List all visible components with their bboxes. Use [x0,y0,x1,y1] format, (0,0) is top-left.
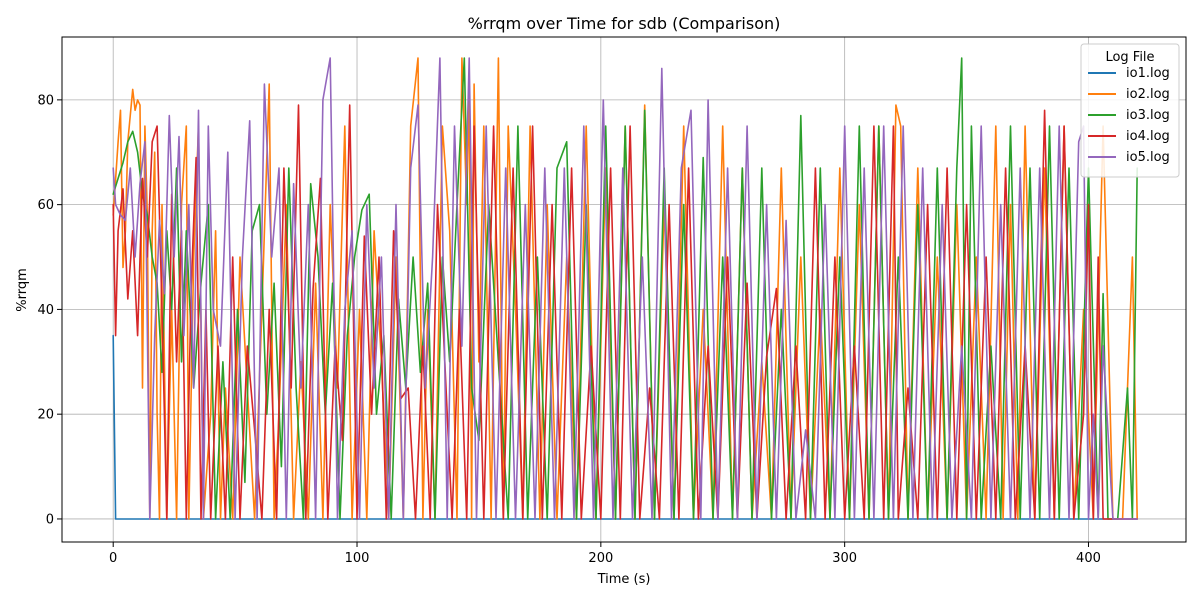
legend-label: io1.log [1126,66,1170,81]
y-tick-label: 40 [37,303,54,318]
legend-label: io4.log [1126,129,1170,144]
series-line-io5-log [112,57,1138,520]
legend-label: io3.log [1126,108,1170,123]
series-layer [112,57,1138,520]
x-tick-label: 400 [1076,551,1101,566]
x-tick-label: 100 [345,551,370,566]
legend-title: Log File [1105,50,1154,65]
legend: Log File io1.log io2.log io3.log io4.log io5… [1080,43,1180,178]
y-tick-label: 20 [37,408,54,423]
y-axis-label: %rrqm [15,268,30,312]
y-tick-label: 80 [37,93,54,108]
chart-title: %rrqm over Time for sdb (Comparison) [468,14,781,33]
x-axis: 0 100 200 300 400 [109,542,1101,566]
legend-box [1080,43,1180,178]
legend-label: io2.log [1126,87,1170,102]
x-tick-label: 0 [109,551,117,566]
y-tick-label: 0 [46,512,54,527]
y-tick-label: 60 [37,198,54,213]
plot-frame [61,36,1187,543]
x-tick-label: 300 [832,551,857,566]
legend-label: io5.log [1126,150,1170,165]
series-line-io4-log [112,104,1138,520]
series-line-io3-log [112,57,1138,520]
x-tick-label: 200 [588,551,613,566]
legend-items: io1.log io2.log io3.log io4.log io5.log [1088,66,1170,165]
y-axis: 0 20 40 60 80 [37,93,62,527]
x-axis-label: Time (s) [597,572,651,587]
